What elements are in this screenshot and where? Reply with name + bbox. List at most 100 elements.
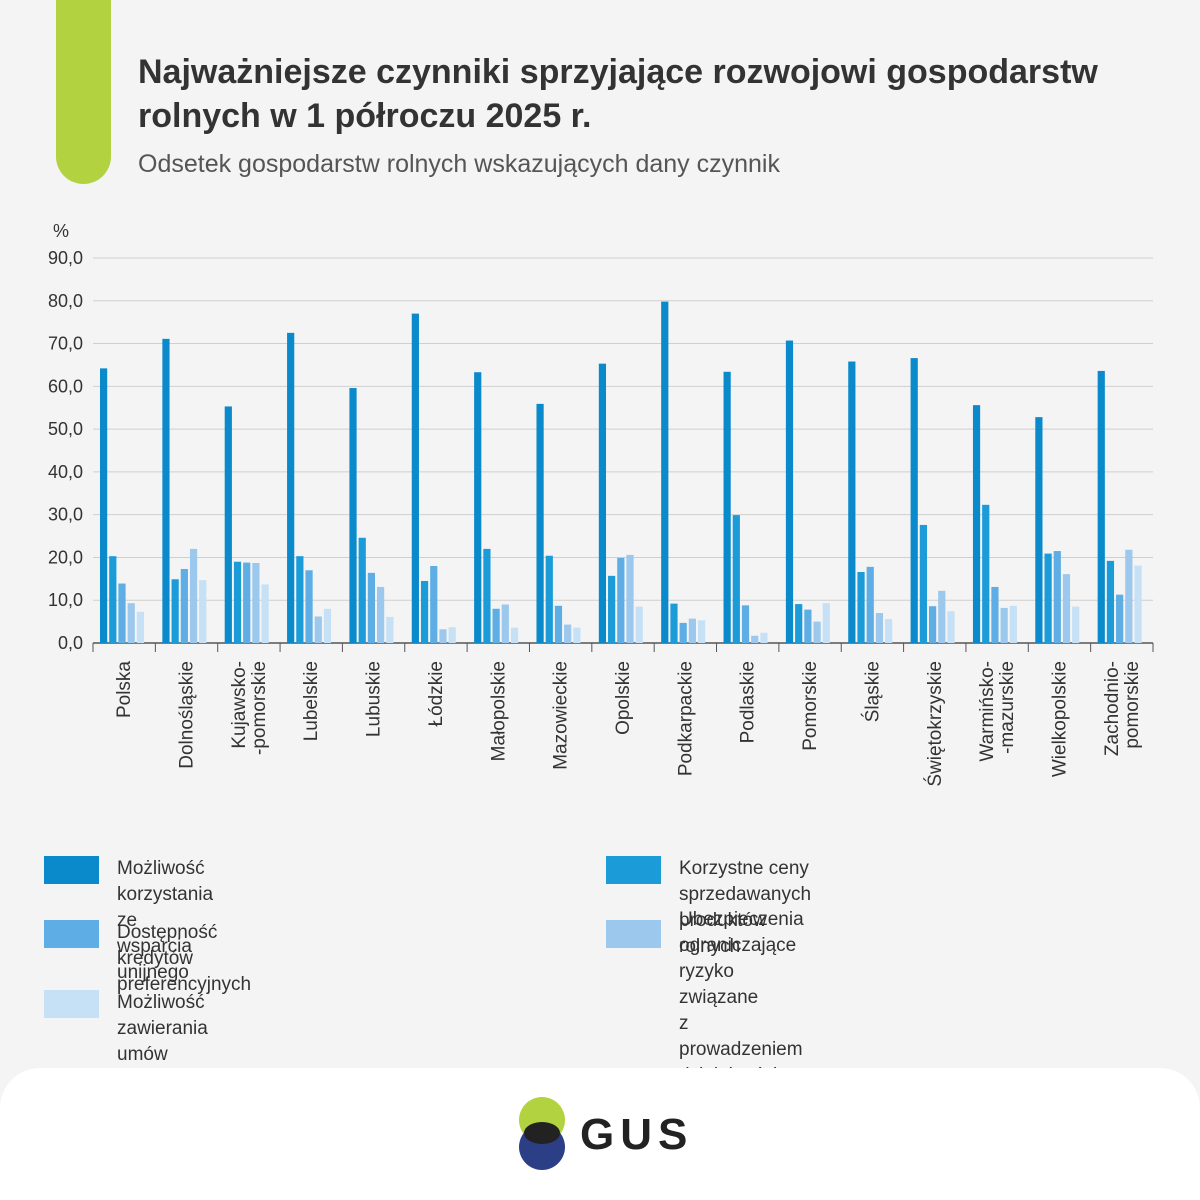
bar-5 [448,627,456,643]
bar-5 [261,584,269,643]
x-tick-label: Zachodnio-pomorskie [1102,661,1143,756]
bar-1 [349,388,357,643]
x-tick-label: Mazowieckie [551,661,572,770]
bar-1 [1035,417,1043,643]
legend-swatch [606,920,661,948]
bar-2 [545,555,553,643]
bar-1 [100,368,108,643]
bar-1 [287,332,295,643]
y-tick-label: 70,0 [48,334,83,354]
bar-2 [420,580,429,643]
bar-1 [723,371,731,643]
bar-4 [564,624,572,643]
bar-2 [608,575,616,643]
y-tick-label: 60,0 [48,376,83,396]
y-tick-label: 0,0 [58,633,83,653]
bar-5 [386,616,394,643]
bar-2 [483,548,491,643]
bar-3 [492,608,500,643]
legend-label: Dostępność kredytów preferencyjnych [117,922,252,995]
bar-1 [536,403,544,643]
bar-2 [1044,553,1052,643]
x-tick-label: Łódzkie [426,661,447,727]
x-tick-label-line: Dolnośląskie [177,661,198,769]
x-tick-label-line: Świętokrzyskie [924,661,946,787]
bar-5 [199,580,207,643]
footer [0,1068,1200,1200]
legend-item: Dostępność kredytów preferencyjnych [44,920,251,998]
bar-5 [947,611,955,643]
bar-4 [626,554,634,643]
bar-3 [243,562,251,643]
bar-2 [982,504,990,643]
bar-3 [1053,551,1061,643]
bar-1 [785,340,794,643]
chart-title: Najważniejsze czynniki sprzyjające rozwo… [138,53,1098,135]
bar-4 [439,629,447,643]
bar-1 [972,405,981,643]
bar-1 [910,358,918,643]
bar-3 [367,572,376,643]
x-tick-label-line: Lubelskie [301,661,322,741]
bar-4 [189,548,198,643]
bar-3 [679,622,687,643]
x-tick-label: Polska [114,661,135,718]
bar-5 [573,627,581,643]
bar-4 [252,563,260,643]
legend-item: Korzystne ceny sprzedawanych produktów r… [606,856,811,960]
bar-1 [224,406,232,643]
bar-3 [928,606,937,643]
legend-label: Korzystne ceny sprzedawanych produktów r… [679,858,812,957]
bar-4 [751,635,759,643]
bar-4 [938,590,946,643]
bar-2 [732,515,740,643]
bar-4 [127,603,135,643]
x-tick-label: Warmińsko--mazurskie [977,661,1018,762]
bar-4 [875,613,884,643]
bar-2 [857,571,865,643]
bar-5 [1072,606,1080,643]
bar-3 [554,605,563,643]
bar-3 [991,586,999,643]
bar-5 [697,620,706,643]
bar-1 [598,363,607,643]
x-tick-label: Podlaskie [738,661,759,743]
x-tick-label-line: Lubuskie [364,661,385,737]
bar-2 [109,556,117,643]
bar-4 [813,621,821,643]
bar-5 [323,608,332,643]
legend-swatch [44,920,99,948]
x-tick-label-line: Podlaskie [738,661,759,743]
bar-5 [1009,605,1017,643]
bar-1 [162,338,170,643]
x-tick-label: Małopolskie [488,661,509,761]
bar-1 [1097,370,1105,643]
logo-text: GUS [580,1110,694,1159]
bar-2 [171,579,179,643]
bar-3 [118,583,126,643]
y-tick-label: 20,0 [48,547,83,567]
x-tick-label-line: Łódzkie [426,661,447,727]
legend-label: Możliwość korzystania ze wsparcia unijne… [117,858,214,983]
bar-chart: 0,0 10,0 20,0 30,0 40,0 50,0 60,0 70,0 80,0 90,0%… [48,221,1154,787]
x-tick-label: Kujawsko--pomorskie [229,661,270,755]
y-tick-label: 40,0 [48,462,83,482]
bar-4 [1000,607,1008,643]
chart-subtitle: Odsetek gospodarstw rolnych wskazujących… [138,150,780,178]
x-tick-label: Podkarpackie [675,661,696,776]
legend-swatch [44,856,99,884]
bar-5 [822,603,830,643]
y-tick-label: 50,0 [48,419,83,439]
x-tick-label-line: Podkarpackie [675,661,696,776]
gus-logo-icon [519,1097,565,1170]
bar-4 [314,616,322,643]
bar-3 [741,605,750,643]
bar-4 [1062,574,1071,643]
bar-4 [501,604,509,643]
x-tick-label-line: Pomorskie [800,661,821,751]
bar-5 [1134,565,1142,643]
y-axis-label: % [53,221,69,241]
x-tick-label-line: -mazurskie [997,661,1018,754]
x-tick-label: Lubuskie [364,661,385,737]
legend-swatch [606,856,661,884]
